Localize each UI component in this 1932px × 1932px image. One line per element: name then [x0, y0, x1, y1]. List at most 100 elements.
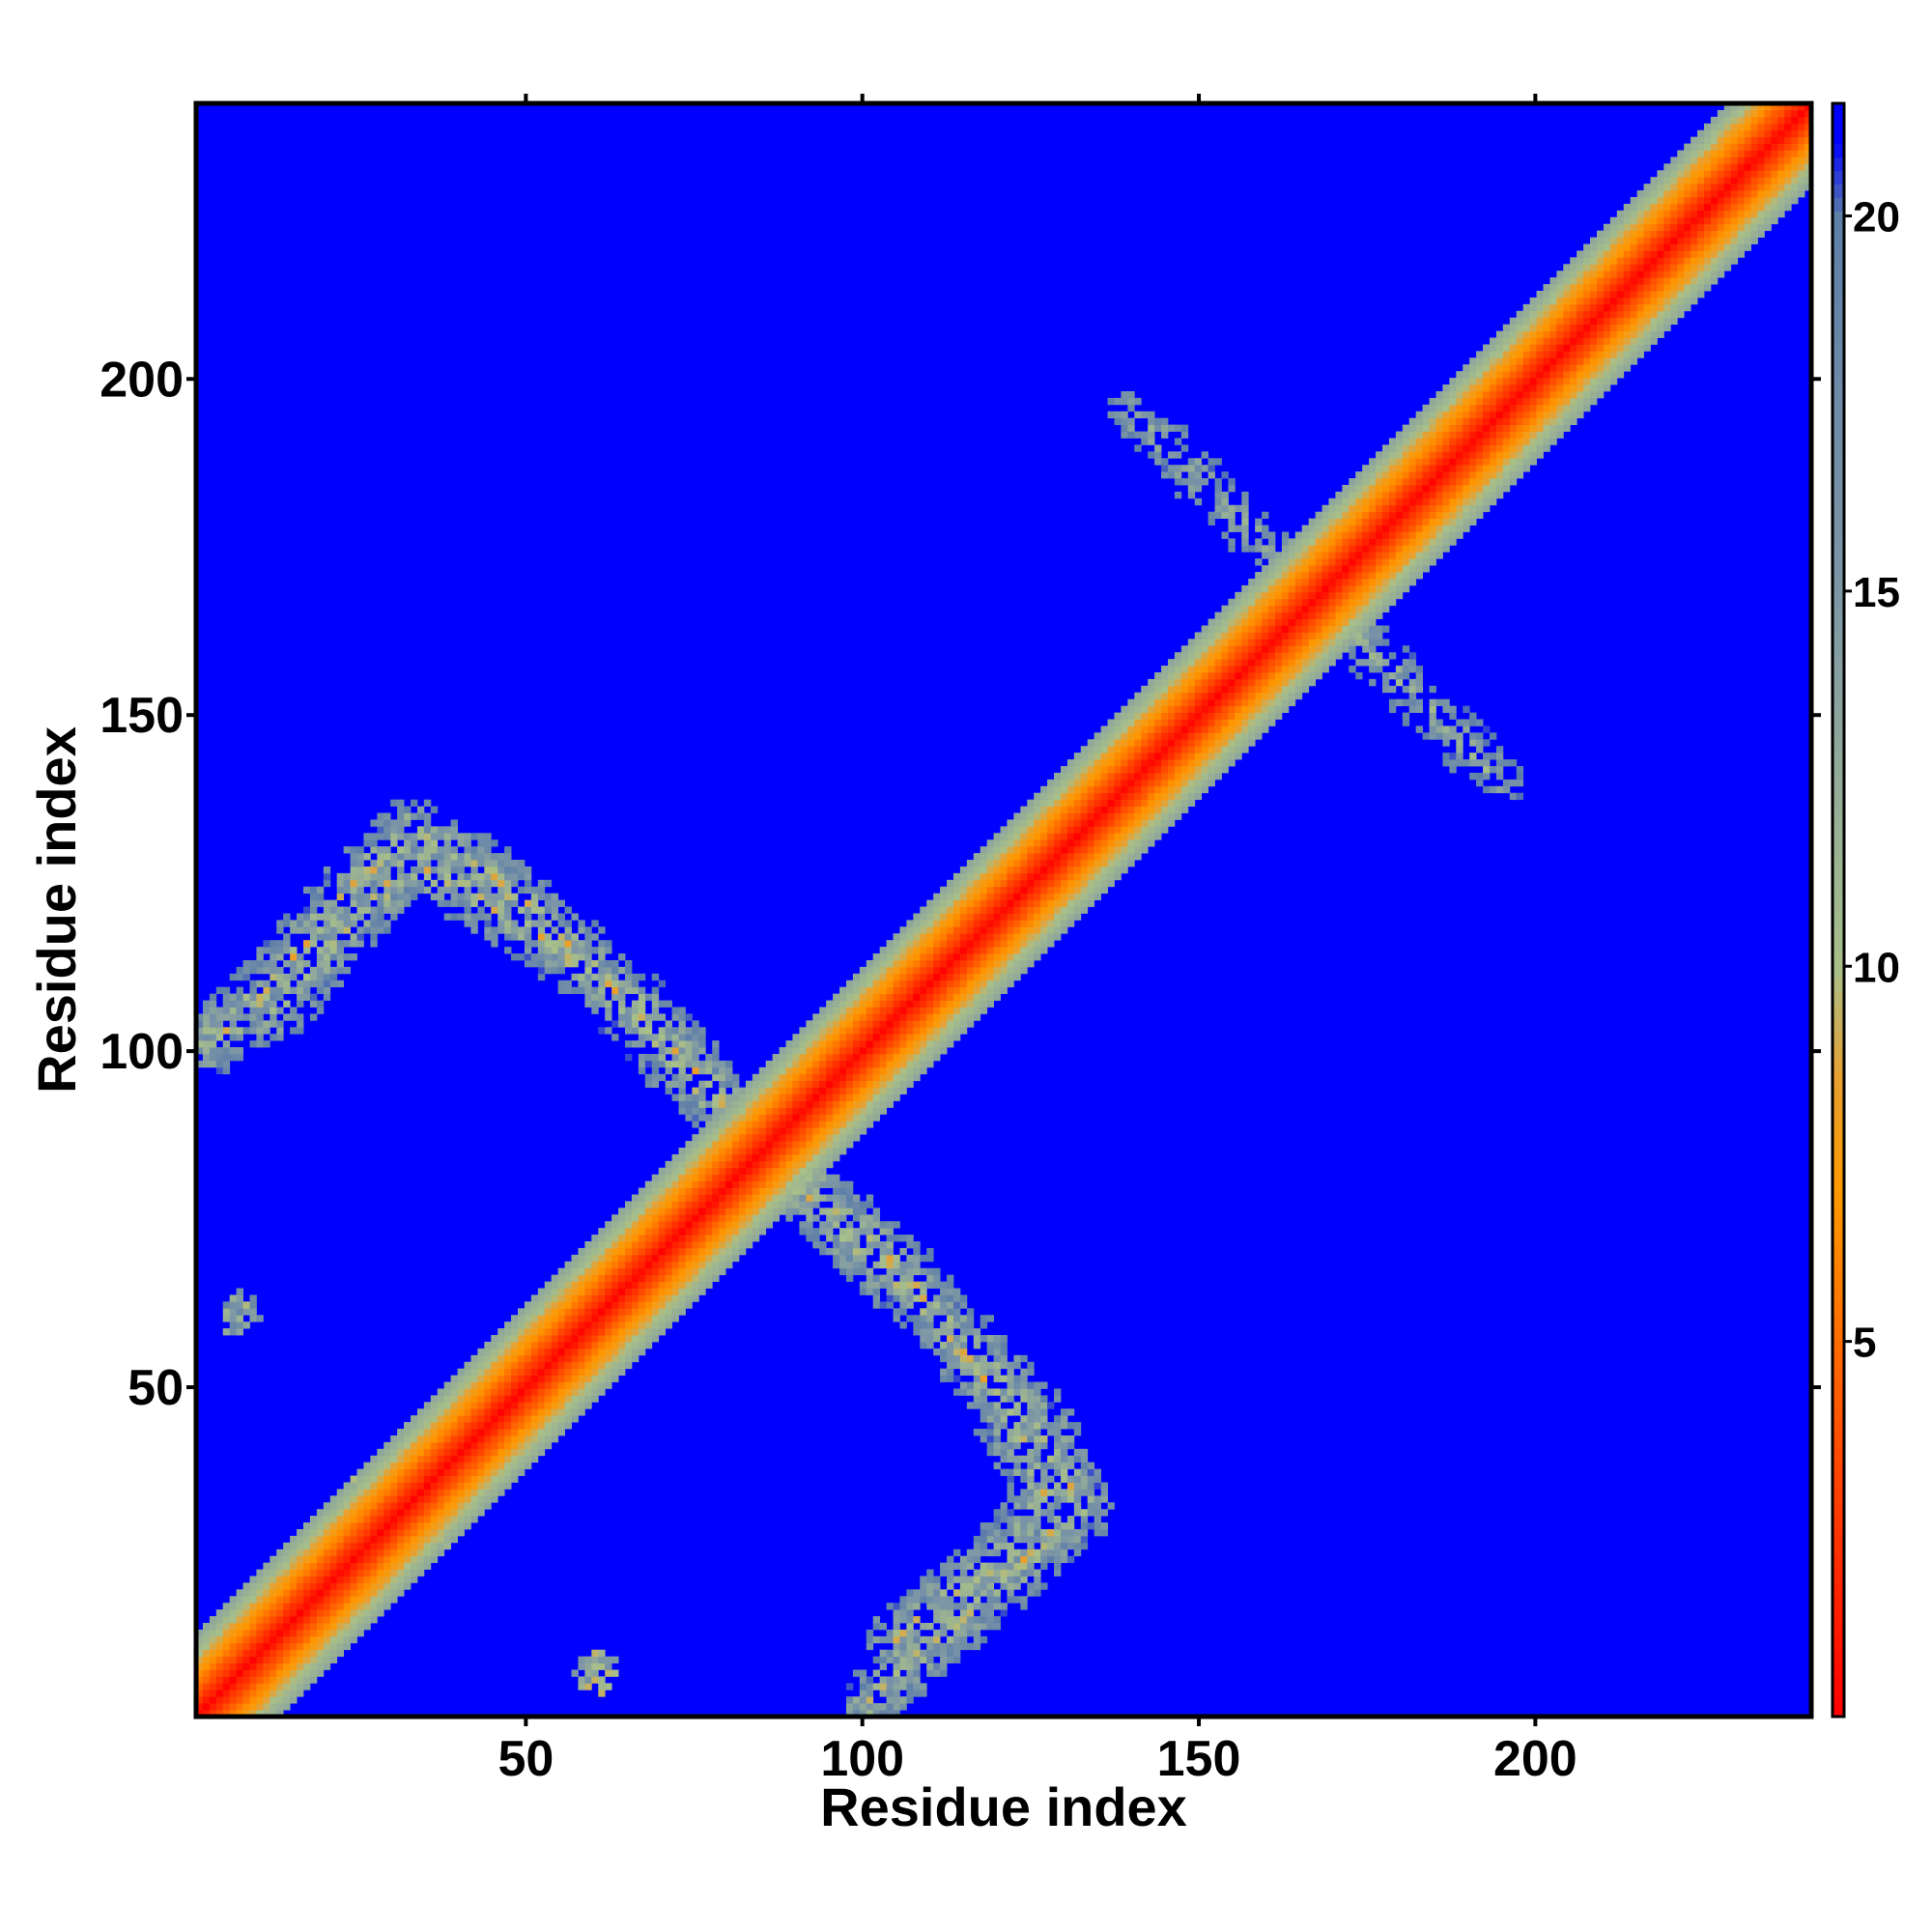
heatmap-cell	[678, 1020, 686, 1028]
heatmap-cell	[1000, 973, 1008, 981]
heatmap-cell	[886, 1635, 894, 1644]
heatmap-cell	[859, 1261, 867, 1269]
heatmap-cell	[411, 1462, 418, 1470]
heatmap-cell	[323, 1516, 331, 1523]
heatmap-cell	[329, 953, 338, 961]
heatmap-cell	[893, 1034, 900, 1041]
heatmap-cell	[705, 1100, 713, 1108]
heatmap-cell	[397, 1489, 405, 1496]
heatmap-cell	[497, 1328, 505, 1336]
heatmap-cell	[537, 953, 546, 961]
heatmap-cell	[551, 959, 559, 968]
heatmap-cell	[1027, 819, 1035, 827]
heatmap-cell	[886, 1267, 894, 1276]
heatmap-cell	[283, 1576, 291, 1583]
heatmap-cell	[833, 1254, 840, 1263]
heatmap-cell	[959, 973, 968, 981]
heatmap-cell	[618, 1361, 626, 1370]
heatmap-cell	[236, 1053, 243, 1062]
heatmap-cell	[464, 1361, 471, 1370]
heatmap-cell	[470, 1415, 478, 1423]
heatmap-cell	[416, 1502, 425, 1510]
heatmap-cell	[685, 1034, 693, 1041]
heatmap-cell	[518, 866, 526, 874]
heatmap-cell	[397, 1435, 405, 1443]
heatmap-cell	[1027, 1522, 1035, 1530]
heatmap-cell	[819, 1141, 827, 1149]
heatmap-cell	[952, 879, 961, 888]
heatmap-cell	[993, 1422, 1001, 1430]
heatmap-cell	[866, 1710, 874, 1718]
heatmap-cell	[297, 1683, 304, 1690]
heatmap-cell	[886, 1047, 894, 1055]
heatmap-cell	[886, 1080, 894, 1089]
heatmap-cell	[229, 1609, 238, 1617]
heatmap-cell	[947, 913, 954, 921]
heatmap-cell	[1007, 1368, 1014, 1376]
heatmap-cell	[833, 1007, 840, 1014]
heatmap-cell	[886, 959, 894, 968]
heatmap-cell	[1040, 1482, 1048, 1490]
heatmap-cell	[464, 872, 471, 881]
heatmap-cell	[926, 1254, 934, 1263]
heatmap-cell	[893, 1683, 900, 1690]
heatmap-cell	[933, 1027, 941, 1035]
heatmap-cell	[309, 1656, 318, 1663]
heatmap-cell	[792, 1153, 800, 1162]
heatmap-cell	[1020, 959, 1028, 968]
heatmap-cell	[980, 1321, 988, 1329]
heatmap-cell	[443, 1408, 452, 1416]
heatmap-cell	[631, 980, 639, 988]
heatmap-cell	[819, 1060, 827, 1068]
heatmap-cell	[1013, 1354, 1021, 1363]
heatmap-cell	[518, 872, 526, 881]
heatmap-cell	[685, 1107, 693, 1115]
heatmap-cell	[920, 993, 927, 1001]
heatmap-cell	[1060, 1535, 1068, 1544]
heatmap-cell	[920, 980, 927, 988]
heatmap-cell	[430, 806, 439, 813]
heatmap-cell	[404, 846, 412, 854]
heatmap-cell	[209, 1622, 217, 1631]
heatmap-cell	[236, 1703, 243, 1711]
heatmap-cell	[350, 933, 357, 941]
heatmap-cell	[578, 1247, 585, 1256]
heatmap-cell	[544, 1315, 553, 1322]
heatmap-cell	[1054, 886, 1062, 895]
heatmap-cell	[430, 833, 439, 840]
heatmap-cell	[222, 1635, 231, 1644]
heatmap-cell	[443, 860, 452, 867]
heatmap-cell	[765, 1180, 774, 1188]
heatmap-cell	[1007, 1569, 1014, 1577]
heatmap-cell	[457, 1489, 465, 1496]
heatmap-cell	[290, 1589, 298, 1597]
heatmap-cell	[598, 1000, 606, 1008]
heatmap-cell	[350, 899, 357, 907]
heatmap-cell	[872, 1622, 881, 1631]
heatmap-cell	[719, 1214, 726, 1222]
heatmap-cell	[209, 1690, 217, 1697]
heatmap-cell	[270, 1690, 277, 1697]
heatmap-cell	[651, 1235, 660, 1242]
heatmap-cell	[450, 1408, 458, 1416]
heatmap-cell	[530, 1361, 539, 1370]
heatmap-cell	[323, 879, 331, 888]
heatmap-cell	[993, 860, 1001, 867]
heatmap-cell	[323, 993, 331, 1001]
heatmap-cell	[685, 1301, 693, 1309]
heatmap-cell	[329, 966, 338, 975]
heatmap-cell	[1027, 906, 1035, 914]
heatmap-cell	[263, 993, 270, 1001]
heatmap-cell	[530, 906, 539, 914]
heatmap-cell	[852, 1254, 861, 1263]
heatmap-cell	[430, 1489, 439, 1496]
heatmap-cell	[986, 959, 994, 968]
heatmap-cell	[845, 993, 854, 1001]
heatmap-cell	[411, 1415, 418, 1423]
heatmap-cell	[644, 1208, 653, 1215]
heatmap-cell	[872, 1047, 881, 1055]
heatmap-cell	[336, 1509, 345, 1517]
heatmap-cell	[940, 947, 948, 954]
heatmap-cell	[1040, 846, 1048, 854]
heatmap-cell	[638, 1000, 646, 1008]
